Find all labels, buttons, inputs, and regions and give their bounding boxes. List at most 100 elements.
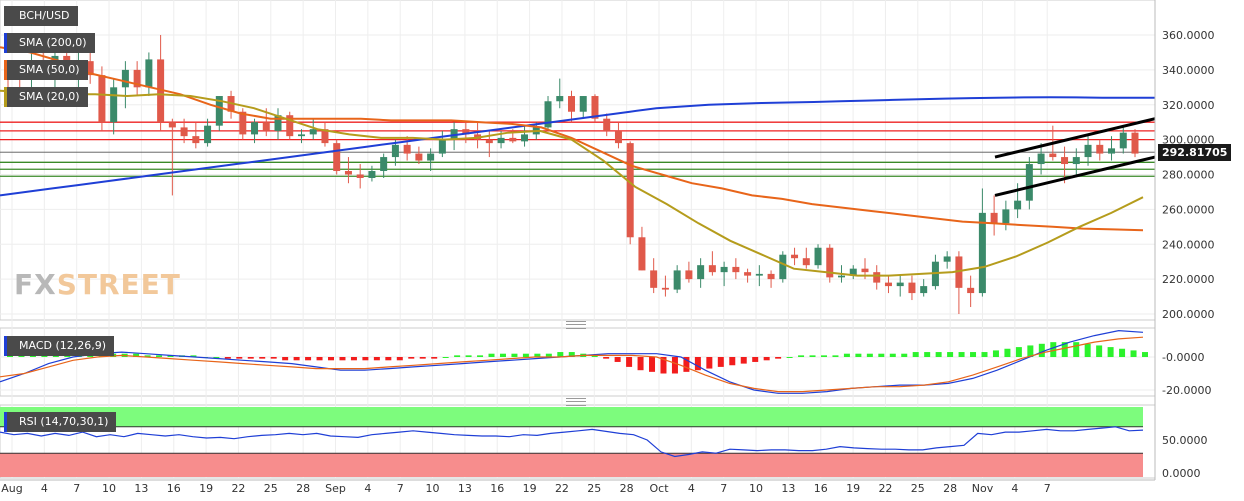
x-tick-label: 19 [846, 482, 860, 495]
macd-label[interactable]: MACD (12,26,9) [4, 336, 115, 356]
candle-body [685, 270, 693, 280]
candle-body [1096, 144, 1104, 154]
candle-body [497, 137, 505, 144]
macd-histogram-bar [305, 357, 312, 361]
x-tick-label: 25 [587, 482, 601, 495]
macd-histogram-bar [889, 353, 896, 357]
candle-body [438, 139, 446, 154]
candle-body [908, 282, 916, 294]
macd-histogram-bar [901, 353, 908, 357]
symbol-label[interactable]: BCH/USD [4, 6, 78, 26]
channel-lower-line [994, 155, 1156, 197]
macd-histogram-bar [396, 357, 403, 361]
macd-histogram-bar [1061, 342, 1068, 357]
macd-histogram-bar [1027, 345, 1034, 357]
candle-body [873, 272, 881, 283]
macd-histogram-bar [133, 353, 140, 357]
macd-histogram-bar [339, 357, 346, 361]
pane-resize-handle-macd[interactable] [566, 321, 586, 329]
candle-body [802, 258, 810, 266]
candle-body [157, 59, 165, 123]
macd-histogram-bar [144, 355, 151, 357]
candle-body [767, 273, 775, 280]
candle-body [133, 69, 141, 88]
candle-body [673, 270, 681, 290]
candle-body [1014, 200, 1022, 210]
candle-body [321, 129, 329, 144]
sma20-line [0, 89, 1144, 277]
candle-body [661, 287, 669, 290]
candle-body [990, 212, 998, 224]
macd-histogram-bar [591, 355, 598, 357]
candle-body [333, 143, 341, 172]
macd-histogram-bar [637, 357, 644, 371]
macd-histogram-bar [660, 357, 667, 374]
candle-body [838, 275, 846, 278]
macd-y-tick-label: -0.0000 [1162, 351, 1204, 364]
macd-histogram-bar [236, 357, 243, 359]
candle-body [920, 286, 928, 294]
sma20-label[interactable]: SMA (20,0) [4, 87, 88, 107]
fxstreet-logo: FXSTREET [14, 268, 181, 301]
macd-histogram-bar [843, 353, 850, 357]
macd-histogram-bar [499, 353, 506, 357]
macd-histogram-bar [1119, 348, 1126, 357]
macd-histogram-bar [259, 357, 266, 359]
y-tick-label: 240.0000 [1162, 238, 1215, 251]
channel-upper-line [994, 117, 1156, 159]
y-tick-label: 340.0000 [1162, 64, 1215, 77]
candle-body [286, 115, 294, 137]
macd-histogram-bar [1038, 343, 1045, 357]
candle-body [603, 118, 611, 131]
candle-body [1061, 157, 1069, 165]
macd-histogram-bar [350, 357, 357, 361]
candle-body [1049, 153, 1057, 158]
sma200-label[interactable]: SMA (200,0) [4, 33, 95, 53]
macd-pane-frame [0, 327, 1156, 397]
macd-histogram-bar [740, 357, 747, 364]
macd-histogram-bar [855, 353, 862, 357]
pane-resize-handle-rsi[interactable] [566, 398, 586, 406]
x-tick-label: Sep [325, 482, 346, 495]
x-tick-label: 4 [364, 482, 371, 495]
macd-histogram-bar [752, 357, 759, 362]
macd-histogram-bar [729, 357, 736, 366]
x-tick-label: 22 [231, 482, 245, 495]
macd-histogram-bar [247, 357, 254, 359]
macd-histogram-bar [820, 355, 827, 357]
candle-body [415, 153, 423, 161]
x-tick-label: 4 [1011, 482, 1018, 495]
x-tick-label: 4 [688, 482, 695, 495]
rsi-label[interactable]: RSI (14,70,30,1) [4, 412, 117, 432]
candle-body [192, 136, 200, 144]
candle-body [239, 111, 247, 135]
rsi-line [0, 426, 1144, 458]
sma50-label[interactable]: SMA (50,0) [4, 60, 88, 80]
candle-body [791, 254, 799, 259]
candle-body [403, 144, 411, 154]
candle-body [591, 96, 599, 119]
macd-histogram-bar [603, 357, 610, 359]
candle-body [720, 266, 728, 273]
macd-histogram-bar [1015, 347, 1022, 357]
macd-histogram-bar [1130, 350, 1137, 357]
macd-signal-line [0, 336, 1144, 393]
x-tick-label: 7 [73, 482, 80, 495]
x-tick-label: 19 [523, 482, 537, 495]
macd-histogram-bar [981, 352, 988, 357]
macd-histogram-bar [511, 353, 518, 357]
macd-histogram-bar [992, 350, 999, 357]
x-tick-label: 28 [620, 482, 634, 495]
candle-body [86, 61, 94, 76]
macd-histogram-bar [866, 353, 873, 357]
candle-body [978, 212, 986, 294]
macd-histogram-bar [293, 357, 300, 361]
macd-histogram-bar [706, 357, 713, 369]
macd-histogram-bar [362, 357, 369, 361]
candle-body [215, 96, 223, 126]
candle-body [849, 268, 857, 276]
macd-histogram-bar [190, 355, 197, 357]
macd-histogram-bar [156, 355, 163, 357]
candle-body [262, 122, 270, 131]
macd-histogram-bar [568, 352, 575, 357]
